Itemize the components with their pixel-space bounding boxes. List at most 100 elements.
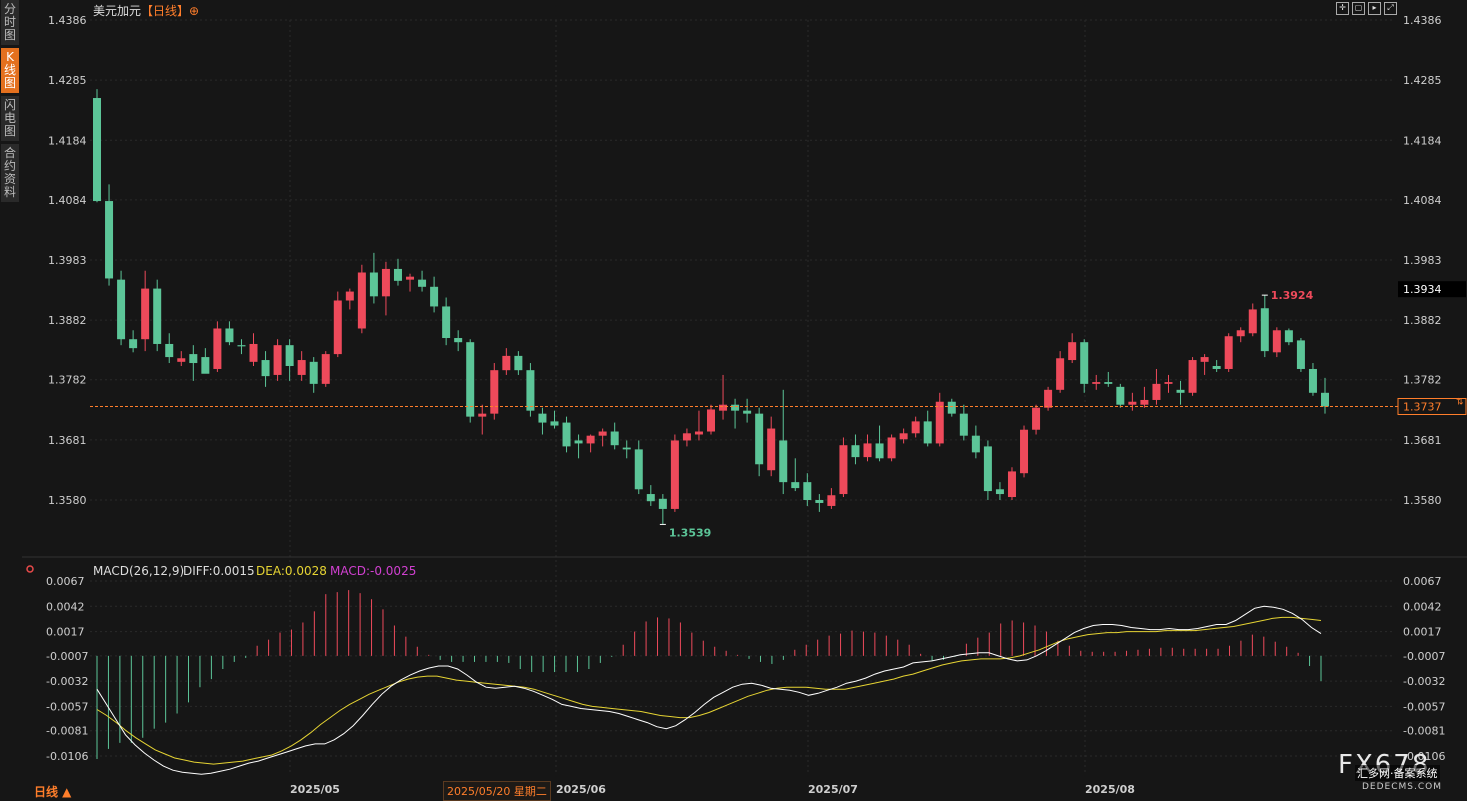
- window-icon[interactable]: ▢: [1352, 2, 1365, 15]
- candle-body: [1080, 342, 1089, 384]
- candle-body: [887, 437, 896, 459]
- axis-labels: 1.4386 1.4386 1.4285 1.4285 1.4184 1.4184 1.40…: [46, 14, 1445, 796]
- dea-line: [96, 616, 1322, 765]
- candle-body: [875, 443, 884, 459]
- macd-tick-right: -0.0106: [1403, 750, 1445, 763]
- candle-body: [586, 435, 595, 444]
- current-price-label: 1.3737: [1403, 401, 1442, 414]
- macd-tick-left: -0.0032: [46, 675, 88, 688]
- candle-body: [1212, 366, 1221, 369]
- candle-body: [1032, 407, 1041, 430]
- candle-body: [803, 482, 812, 500]
- candle-body: [297, 360, 306, 375]
- watermark-subtitle: 汇多网·备案系统: [1355, 765, 1440, 781]
- sidebar-item-1[interactable]: K线图: [1, 48, 19, 93]
- price-tick-right: 1.3681: [1403, 434, 1442, 447]
- candle-body: [731, 404, 740, 411]
- price-tick-right: 1.3580: [1403, 494, 1442, 507]
- candle-body: [562, 422, 571, 447]
- macd-tick-right: 0.0067: [1403, 575, 1442, 588]
- candle-body: [1308, 368, 1317, 393]
- candle-body: [995, 489, 1004, 495]
- price-tick-left: 1.4084: [48, 194, 87, 207]
- candle-body: [466, 342, 475, 417]
- candle-body: [1284, 330, 1293, 343]
- macd-tick-left: -0.0007: [46, 650, 88, 663]
- candle-body: [658, 498, 667, 509]
- candle-body: [863, 443, 872, 458]
- candle-body: [935, 401, 944, 444]
- candle-body: [755, 413, 764, 465]
- candle-body: [333, 300, 342, 355]
- candle-body: [129, 339, 138, 349]
- candle-body: [345, 291, 354, 301]
- candle-body: [1152, 383, 1161, 400]
- price-tick-left: 1.3782: [48, 374, 87, 387]
- price-tick-left: 1.4184: [48, 134, 87, 147]
- candle-body: [827, 495, 836, 506]
- candle-body: [514, 355, 523, 371]
- candle-body: [767, 428, 776, 471]
- candle-body: [406, 276, 415, 280]
- candle-body: [1164, 382, 1173, 384]
- candle-body: [321, 354, 330, 384]
- price-tick-right: 1.4184: [1403, 134, 1442, 147]
- candle-body: [189, 354, 198, 364]
- candle-body: [1056, 358, 1065, 390]
- candle-body: [538, 413, 547, 423]
- candle-body: [815, 500, 824, 503]
- candle-body: [1272, 330, 1281, 353]
- price-arrow-icon: ⇅: [1456, 398, 1464, 408]
- candle-body: [105, 201, 114, 279]
- price-tick-left: 1.4386: [48, 14, 87, 27]
- candle-body: [369, 272, 378, 297]
- symbol-name: 美元加元: [93, 4, 141, 18]
- expand-icon[interactable]: ⤢: [1384, 2, 1397, 15]
- current-price-box: [1397, 398, 1467, 416]
- macd-value-label: MACD:-0.0025: [330, 564, 416, 578]
- candle-body: [249, 343, 258, 362]
- candle-body: [839, 445, 848, 495]
- sidebar-item-3[interactable]: 合约资料: [1, 144, 19, 202]
- candle-body: [1200, 357, 1209, 362]
- candle-body: [526, 370, 535, 411]
- timeframe-switch[interactable]: 日线 ▲: [34, 785, 72, 799]
- chart-mode-sidebar: 分时图 K线图闪电图合约资料: [0, 0, 20, 215]
- candle-body: [634, 449, 643, 490]
- add-symbol-icon[interactable]: ⊕: [189, 4, 199, 18]
- candle-body: [1296, 340, 1305, 369]
- candle-body: [430, 286, 439, 307]
- price-tick-right: 1.3782: [1403, 374, 1442, 387]
- macd-tick-left: 0.0017: [46, 626, 85, 639]
- candle-body: [1116, 386, 1125, 405]
- timeframe-label: 【日线】: [141, 4, 189, 18]
- candle-body: [791, 482, 800, 489]
- candle-body: [490, 370, 499, 414]
- play-icon[interactable]: ▸: [1368, 2, 1381, 15]
- candle-body: [273, 345, 282, 375]
- price-tick-left: 1.3983: [48, 254, 87, 267]
- candle-body: [959, 413, 968, 436]
- grid-lines: [22, 19, 1467, 775]
- chart-toolbar: ✛ ▢ ▸ ⤢: [1336, 2, 1397, 15]
- candle-body: [141, 288, 150, 340]
- candle-body: [261, 360, 270, 377]
- macd-tick-left: 0.0067: [46, 575, 85, 588]
- candle-body: [610, 431, 619, 446]
- date-tick-label: 2025/08: [1085, 783, 1135, 796]
- candle-body: [779, 440, 788, 483]
- candle-body: [165, 343, 174, 358]
- sidebar-item-2[interactable]: 闪电图: [1, 96, 19, 141]
- macd-tick-left: -0.0106: [46, 750, 88, 763]
- crosshair-icon[interactable]: ✛: [1336, 2, 1349, 15]
- candle-body: [393, 268, 402, 281]
- macd-tick-right: -0.0057: [1403, 700, 1445, 713]
- candle-body: [442, 306, 451, 339]
- sidebar-item-0[interactable]: 分时图: [1, 0, 19, 45]
- low-annotation: 1.3539: [669, 526, 711, 539]
- candle-body: [707, 409, 715, 432]
- candle-body: [911, 421, 920, 434]
- indicator-settings-icon[interactable]: [26, 565, 34, 573]
- candle-body: [743, 410, 752, 414]
